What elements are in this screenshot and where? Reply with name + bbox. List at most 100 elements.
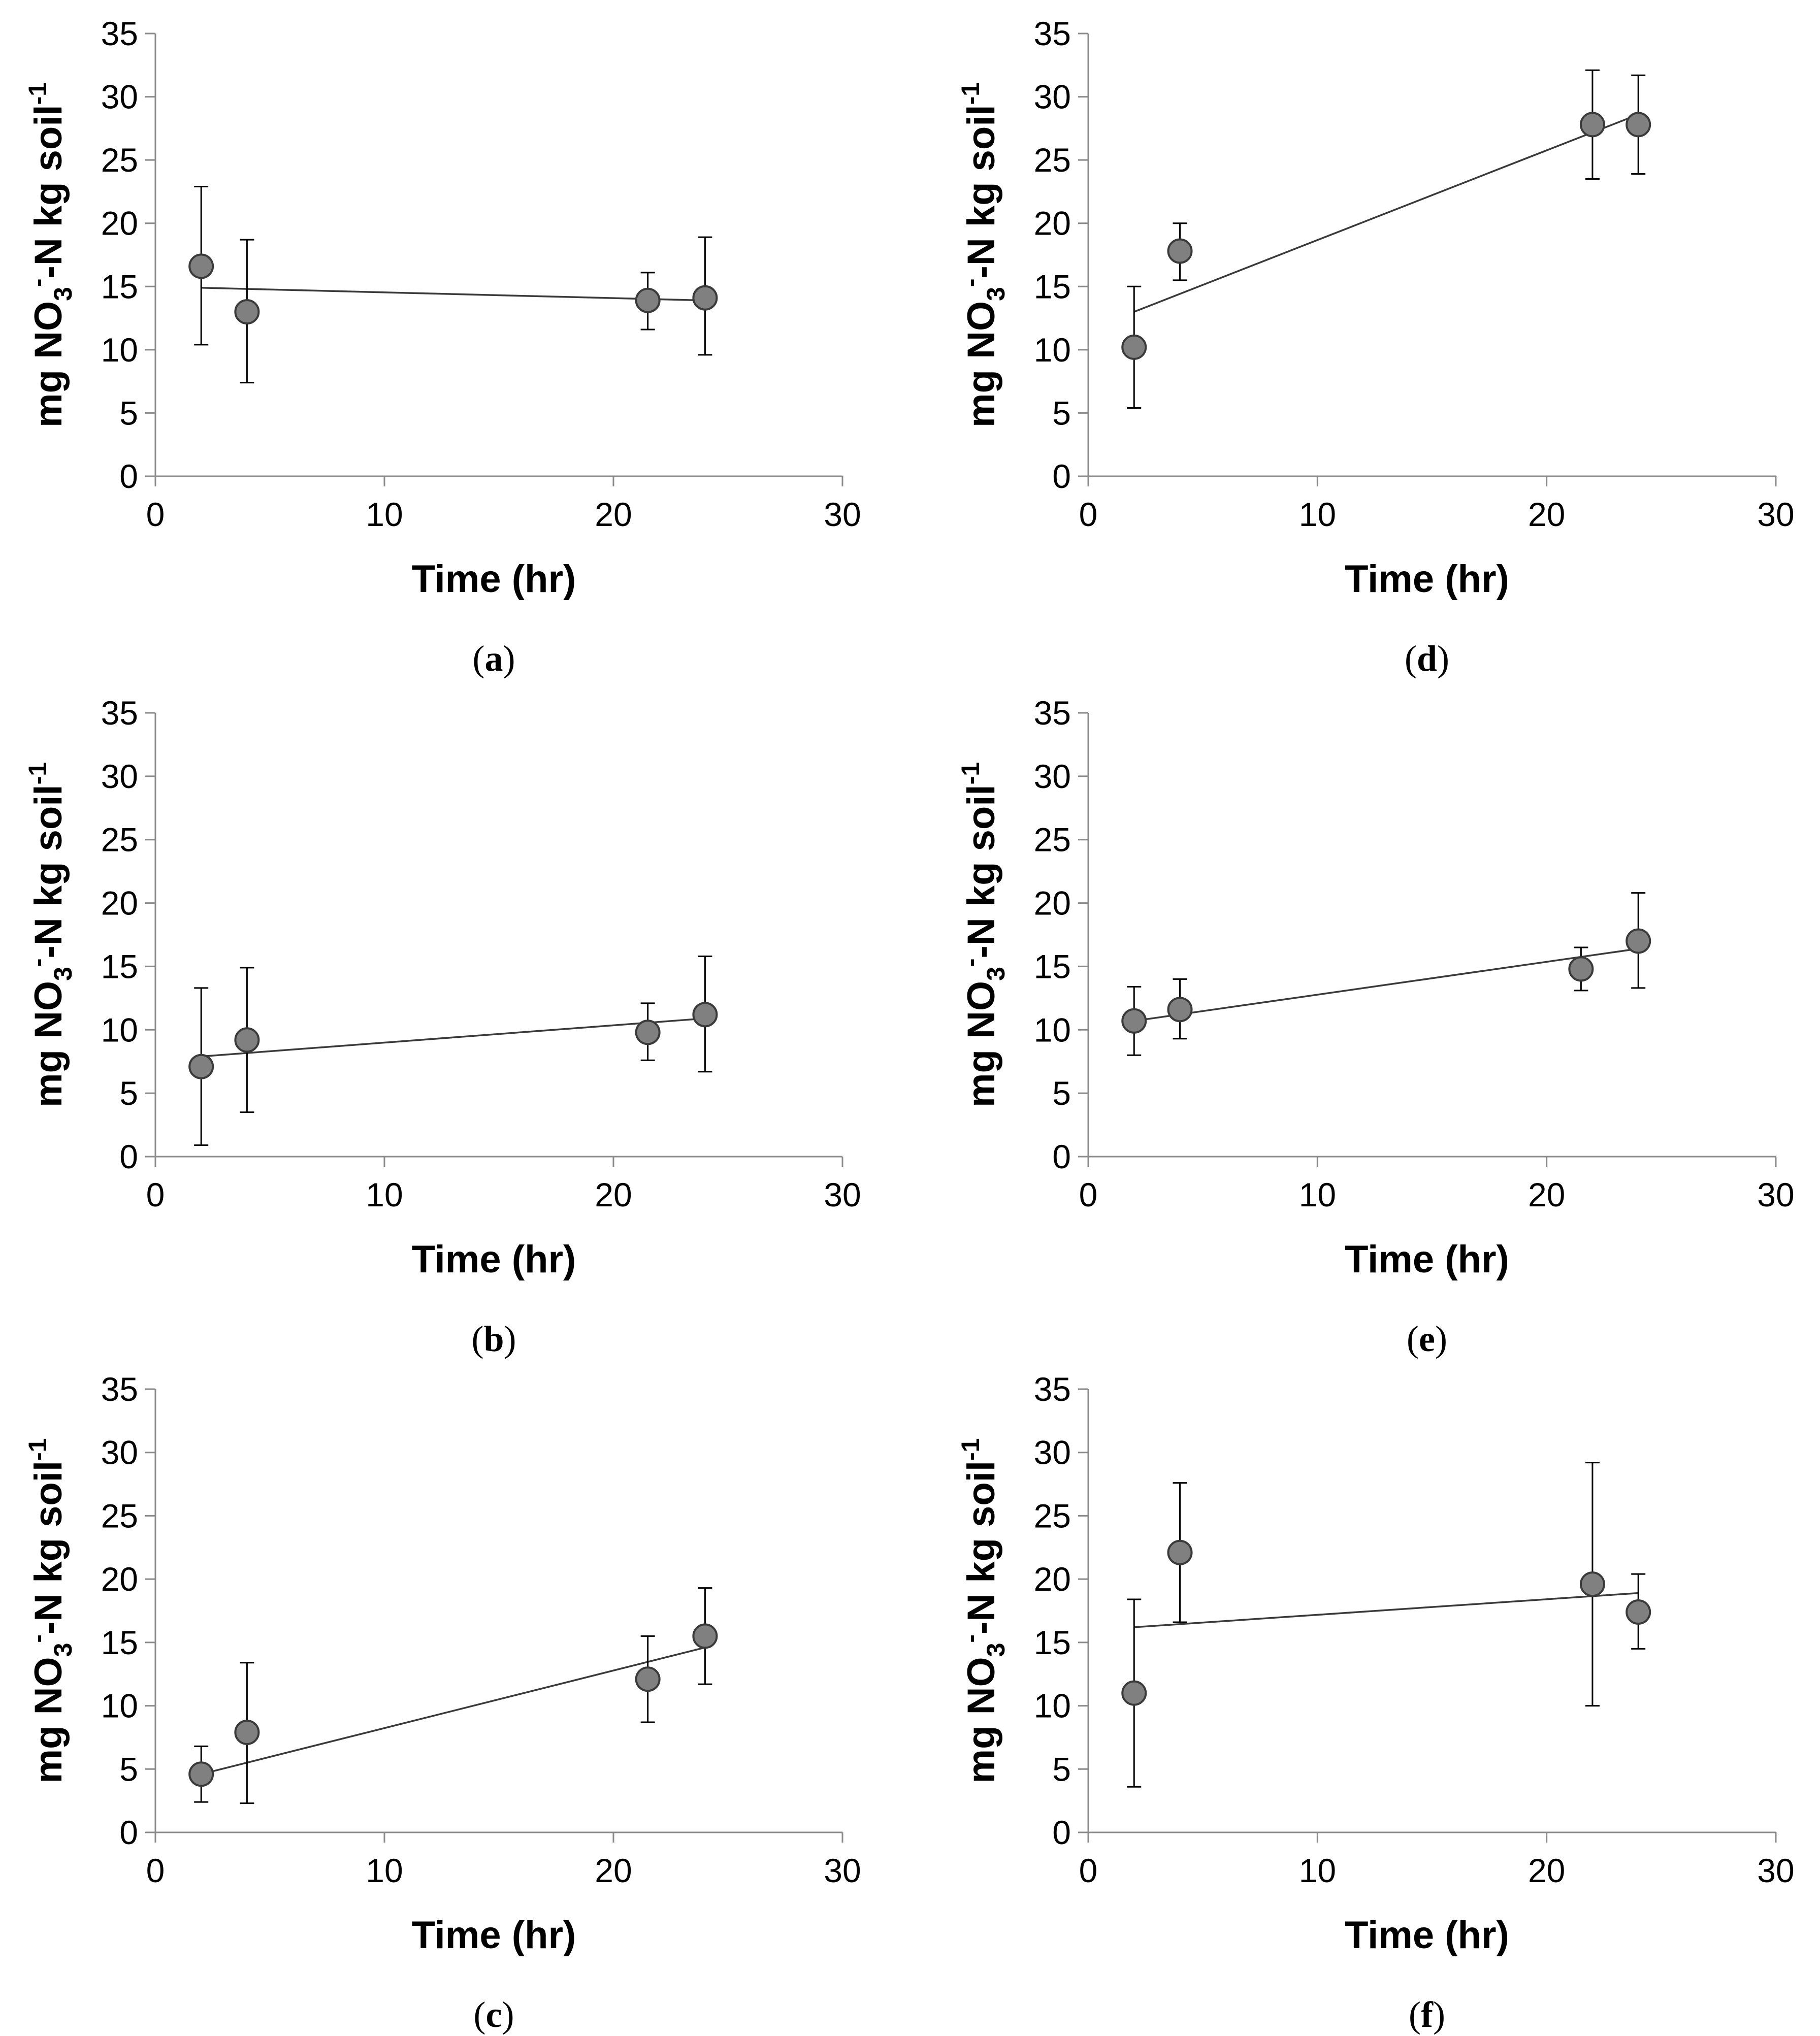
y-tick-label: 25 [1034, 141, 1071, 179]
y-tick-label: 25 [101, 1497, 138, 1534]
y-axis-title: mg NO3--N kg soil-1 [956, 1438, 1010, 1783]
data-point [188, 1054, 214, 1079]
x-tick-label: 20 [1528, 496, 1565, 533]
y-tick-label: 0 [1052, 457, 1071, 495]
x-axis-title: Time (hr) [412, 557, 576, 601]
y-tick-label: 5 [119, 1074, 138, 1112]
y-tick-label: 15 [101, 1624, 138, 1661]
y-tick-label: 35 [101, 15, 138, 52]
y-axis-title: mg NO3--N kg soil-1 [23, 762, 77, 1107]
y-tick-label: 30 [101, 78, 138, 116]
chart-panel-f: 0 5 10 15 20 25 30 35 0 10 20 30 Time (hr) mg NO3--N … [956, 1370, 1795, 2035]
trendline [1134, 1592, 1639, 1628]
y-axis-title: mg NO3--N kg soil-1 [23, 82, 77, 428]
y-tick-label: 5 [1052, 1074, 1071, 1112]
data-point [1626, 1599, 1651, 1625]
y-tick-label: 5 [1052, 1750, 1071, 1788]
x-tick-label: 0 [1079, 1176, 1098, 1213]
data-point [692, 1623, 718, 1649]
trendline [201, 1017, 705, 1058]
x-tick-label: 20 [1528, 1176, 1565, 1213]
x-axis-title: Time (hr) [1345, 1238, 1509, 1281]
trendline [201, 1647, 705, 1775]
data-point [1167, 238, 1193, 264]
chart-panel-d: 0 5 10 15 20 25 30 35 0 10 20 30 Time (hr) mg NO3--N … [956, 15, 1795, 679]
x-tick-label: 10 [1299, 1176, 1336, 1213]
y-tick-label: 10 [101, 1011, 138, 1048]
x-axis-title: Time (hr) [1345, 557, 1509, 601]
x-tick-label: 10 [366, 1852, 403, 1889]
y-tick-label: 35 [1034, 15, 1071, 52]
x-tick-label: 20 [1528, 1852, 1565, 1889]
y-tick-label: 20 [1034, 884, 1071, 922]
data-point [1626, 112, 1651, 138]
data-point [234, 299, 260, 325]
chart-panel-b: 0 5 10 15 20 25 30 35 0 10 20 30 Time (hr) mg NO3--N … [23, 694, 861, 1359]
x-axis-title: Time (hr) [1345, 1914, 1509, 1957]
data-point [1568, 956, 1594, 982]
y-tick-label: 30 [101, 758, 138, 795]
y-tick-label: 20 [101, 884, 138, 922]
x-axis-title: Time (hr) [412, 1914, 576, 1957]
y-tick-label: 5 [119, 1750, 138, 1788]
y-tick-label: 25 [1034, 821, 1071, 859]
y-axis-title: mg NO3--N kg soil-1 [956, 762, 1010, 1107]
y-tick-label: 35 [101, 694, 138, 732]
y-tick-label: 30 [1034, 78, 1071, 116]
y-tick-label: 30 [101, 1434, 138, 1471]
y-tick-label: 15 [1034, 268, 1071, 305]
x-tick-label: 0 [146, 1176, 165, 1213]
y-tick-label: 20 [1034, 1560, 1071, 1598]
y-tick-label: 30 [1034, 1434, 1071, 1471]
y-axis-title: mg NO3--N kg soil-1 [23, 1438, 77, 1783]
panel-label: (a) [473, 638, 515, 679]
x-tick-label: 30 [824, 1176, 861, 1213]
x-axis-title: Time (hr) [412, 1238, 576, 1281]
x-tick-label: 10 [366, 496, 403, 533]
x-tick-label: 0 [1079, 1852, 1098, 1889]
data-point [1626, 928, 1651, 954]
y-tick-label: 35 [101, 1370, 138, 1408]
data-point [635, 1020, 661, 1045]
data-point [692, 1002, 718, 1028]
panel-label: (d) [1405, 638, 1449, 679]
data-point [635, 287, 661, 313]
x-tick-label: 20 [595, 1852, 632, 1889]
y-tick-label: 15 [1034, 1624, 1071, 1661]
data-point [188, 253, 214, 279]
chart-panel-e: 0 5 10 15 20 25 30 35 0 10 20 30 Time (hr) mg NO3--N … [956, 694, 1795, 1359]
y-tick-label: 35 [1034, 1370, 1071, 1408]
y-tick-label: 10 [1034, 1687, 1071, 1725]
y-tick-label: 10 [1034, 331, 1071, 369]
chart-panel-a: 0 5 10 15 20 25 30 35 0 10 20 30 Time (hr) mg NO3--N … [23, 15, 861, 679]
data-point [1579, 1571, 1605, 1597]
data-point [234, 1719, 260, 1745]
panel-label: (e) [1407, 1319, 1447, 1359]
y-tick-label: 15 [101, 268, 138, 305]
x-tick-label: 20 [595, 496, 632, 533]
data-point [234, 1027, 260, 1053]
x-tick-label: 30 [1757, 1852, 1794, 1889]
y-tick-label: 20 [1034, 205, 1071, 242]
x-tick-label: 10 [1299, 496, 1336, 533]
chart-panel-c: 0 5 10 15 20 25 30 35 0 10 20 30 Time (hr) mg NO3--N … [23, 1370, 861, 2035]
y-tick-label: 25 [101, 821, 138, 859]
panel-label: (c) [474, 1994, 514, 2035]
y-axis-title: mg NO3--N kg soil-1 [956, 82, 1010, 428]
trendline [1134, 947, 1639, 1022]
y-tick-label: 0 [1052, 1138, 1071, 1175]
data-point [1167, 997, 1193, 1023]
y-tick-label: 20 [101, 1560, 138, 1598]
y-tick-label: 15 [1034, 947, 1071, 985]
y-tick-label: 0 [1052, 1814, 1071, 1851]
y-tick-label: 25 [1034, 1497, 1071, 1534]
y-tick-label: 10 [101, 331, 138, 369]
y-tick-label: 0 [119, 1814, 138, 1851]
data-point [635, 1666, 661, 1692]
y-tick-label: 20 [101, 205, 138, 242]
y-tick-label: 0 [119, 1138, 138, 1175]
y-tick-label: 30 [1034, 758, 1071, 795]
panel-label: (b) [471, 1319, 516, 1359]
y-tick-label: 10 [1034, 1011, 1071, 1048]
